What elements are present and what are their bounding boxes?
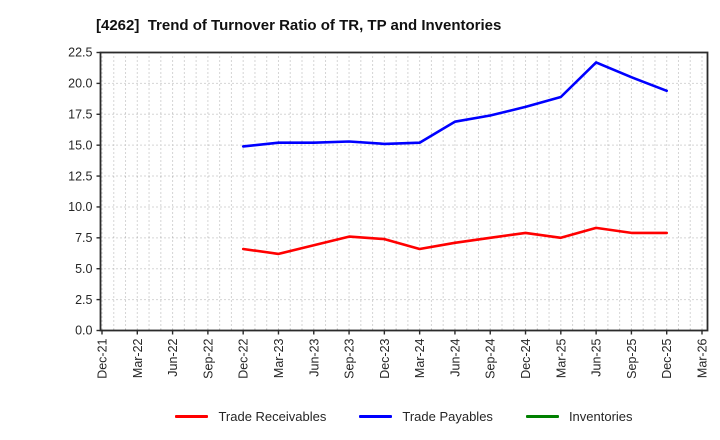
svg-text:Mar-24: Mar-24 (413, 338, 427, 378)
y-axis-tick-labels: 0.0 2.5 5.0 7.5 10.0 12.5 15.0 17.5 20.0 22.5 (68, 46, 101, 338)
svg-text:22.5: 22.5 (68, 46, 92, 60)
grid-lines (100, 52, 708, 331)
svg-text:Mar-26: Mar-26 (696, 338, 710, 378)
line-trade-receivables (241, 226, 668, 256)
svg-text:5.0: 5.0 (75, 262, 92, 276)
svg-text:2.5: 2.5 (75, 293, 92, 307)
svg-text:Jun-23: Jun-23 (307, 338, 321, 376)
legend-label-trade-payables: Trade Payables (402, 408, 493, 424)
trade-receivables-line-swatch-icon (175, 414, 209, 418)
axes-spines (99, 51, 709, 332)
svg-text:Dec-21: Dec-21 (96, 338, 110, 378)
svg-text:Mar-25: Mar-25 (554, 338, 568, 378)
svg-text:Jun-25: Jun-25 (590, 338, 604, 376)
svg-text:10.0: 10.0 (68, 200, 92, 214)
svg-text:Sep-25: Sep-25 (625, 338, 639, 378)
svg-text:Dec-25: Dec-25 (660, 338, 674, 378)
svg-text:12.5: 12.5 (68, 169, 92, 183)
line-trade-payables (241, 61, 668, 148)
inventories-line-swatch-icon (525, 414, 559, 418)
svg-text:Sep-22: Sep-22 (201, 338, 215, 378)
trade-payables-line-swatch-icon (359, 414, 393, 418)
legend-item-trade-payables: Trade Payables (359, 410, 493, 423)
legend-label-inventories: Inventories (568, 408, 633, 424)
legend-label-trade-receivables: Trade Receivables (218, 408, 327, 424)
chart-legend: Trade Receivables Trade Payables Invento… (100, 405, 708, 427)
legend-item-trade-receivables: Trade Receivables (175, 410, 326, 423)
svg-text:Dec-24: Dec-24 (519, 338, 533, 378)
svg-text:15.0: 15.0 (68, 138, 92, 152)
chart-title: [4262] Trend of Turnover Ratio of TR, TP… (96, 17, 502, 34)
svg-text:0.0: 0.0 (75, 324, 92, 338)
legend-item-inventories: Inventories (525, 408, 633, 424)
svg-text:20.0: 20.0 (68, 77, 92, 91)
svg-text:Sep-23: Sep-23 (343, 338, 357, 378)
svg-text:Sep-24: Sep-24 (484, 338, 498, 378)
svg-text:Jun-24: Jun-24 (448, 338, 462, 376)
svg-text:Dec-22: Dec-22 (237, 338, 251, 378)
svg-text:17.5: 17.5 (68, 107, 92, 121)
svg-text:Mar-22: Mar-22 (131, 338, 145, 378)
svg-text:Jun-22: Jun-22 (166, 338, 180, 376)
svg-text:7.5: 7.5 (75, 231, 92, 245)
x-axis-tick-labels: Dec-21 Mar-22 Jun-22 Sep-22 Dec-22 Mar-23 Jun-… (96, 330, 710, 379)
svg-text:Mar-23: Mar-23 (272, 338, 286, 378)
svg-text:Dec-23: Dec-23 (378, 338, 392, 378)
